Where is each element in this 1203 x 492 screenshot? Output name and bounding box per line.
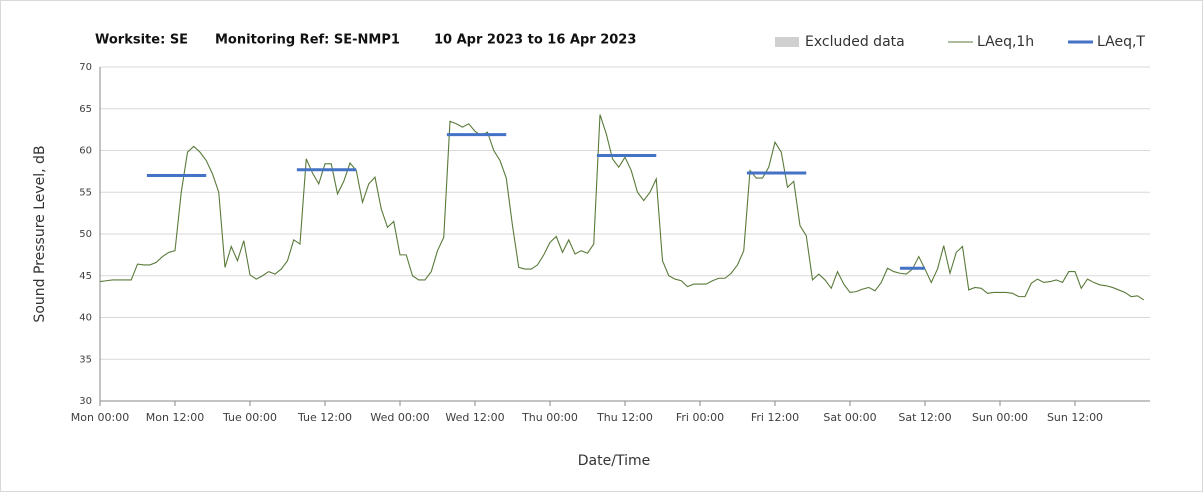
x-tick-label: Sat 00:00 (823, 411, 876, 424)
x-tick-label: Fri 12:00 (751, 411, 799, 424)
x-tick-label: Fri 00:00 (676, 411, 724, 424)
legend-swatch-excluded (775, 37, 799, 47)
title-ref: Monitoring Ref: SE-NMP1 (215, 33, 400, 48)
x-tick-label: Wed 12:00 (445, 411, 504, 424)
y-tick-label: 60 (79, 146, 92, 157)
x-tick-label: Thu 12:00 (596, 411, 653, 424)
y-tick-label: 50 (79, 229, 92, 240)
x-tick-label: Sun 00:00 (972, 411, 1028, 424)
x-tick-label: Sun 12:00 (1047, 411, 1103, 424)
y-tick-label: 40 (79, 313, 92, 324)
title-dates: 10 Apr 2023 to 16 Apr 2023 (434, 33, 636, 48)
y-tick-label: 70 (79, 62, 92, 73)
legend-label: LAeq,1h (977, 34, 1034, 50)
x-tick-label: Thu 00:00 (521, 411, 578, 424)
x-tick-label: Wed 00:00 (370, 411, 429, 424)
x-tick-label: Mon 12:00 (146, 411, 204, 424)
title-worksite: Worksite: SE (95, 33, 188, 48)
x-tick-label: Tue 00:00 (222, 411, 277, 424)
y-tick-label: 35 (79, 354, 92, 365)
x-tick-label: Sat 12:00 (898, 411, 951, 424)
x-tick-label: Mon 00:00 (71, 411, 129, 424)
laeq-1h-line (99, 114, 1145, 301)
y-tick-label: 45 (79, 271, 92, 282)
legend-label: LAeq,T (1097, 34, 1145, 50)
y-axis-title: Sound Pressure Level, dB (32, 145, 48, 322)
y-tick-label: 65 (79, 104, 92, 115)
y-tick-label: 55 (79, 187, 92, 198)
y-tick-label: 30 (79, 396, 92, 407)
x-axis-title: Date/Time (578, 453, 650, 469)
legend-label: Excluded data (805, 34, 905, 50)
x-tick-label: Tue 12:00 (297, 411, 352, 424)
